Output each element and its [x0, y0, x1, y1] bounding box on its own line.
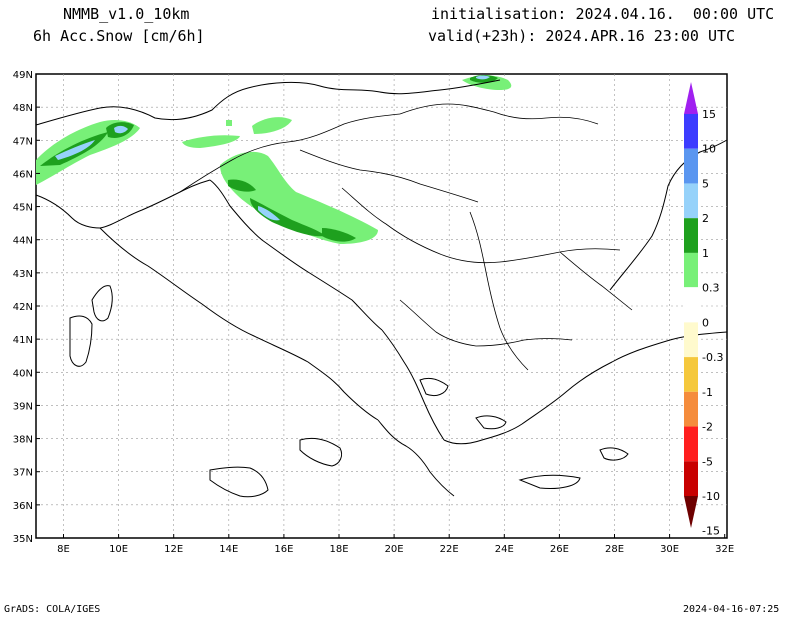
colorbar-label: -1: [702, 386, 713, 399]
colorbar-bottom-triangle: [684, 496, 698, 528]
lat-label: 47N: [13, 136, 33, 147]
longitude-labels: 8E 10E 12E 14E 16E 18E 20E 22E 24E 26E 28E 30E 32E: [57, 534, 734, 555]
colorbar-label: 5: [702, 177, 709, 190]
gridlines: [36, 74, 727, 538]
colorbar-box: [684, 357, 698, 392]
lon-label: 12E: [164, 544, 183, 555]
lon-label: 24E: [495, 544, 514, 555]
lat-label: 43N: [13, 269, 33, 280]
colorbar-label: -2: [702, 421, 713, 434]
lat-label: 37N: [13, 468, 33, 479]
colorbar-box: [684, 183, 698, 219]
lon-label: 28E: [605, 544, 624, 555]
snow-area-alps-west: [36, 120, 140, 185]
colorbar-label: 0: [702, 316, 709, 329]
lat-label: 44N: [13, 236, 33, 247]
lon-label: 22E: [440, 544, 459, 555]
colorbar-box: [684, 148, 698, 184]
colorbar-label: 0.3: [702, 282, 720, 295]
lon-label: 14E: [219, 544, 238, 555]
field-title: 6h Acc.Snow [cm/6h]: [33, 27, 205, 45]
model-title: NMMB_v1.0_10km: [63, 5, 190, 23]
colorbar-label: 2: [702, 212, 709, 225]
country-borders: [179, 103, 633, 371]
colorbar-box: [684, 322, 698, 358]
lat-label: 35N: [13, 534, 33, 545]
lat-label: 46N: [13, 169, 33, 180]
colorbar-box: [684, 391, 698, 427]
snow-area-dinaric-alps: [220, 151, 378, 244]
lat-label: 48N: [13, 103, 33, 114]
coastlines: [35, 79, 728, 498]
colorbar-box: [684, 252, 698, 288]
credit-text: GrADS: COLA/IGES: [4, 604, 101, 615]
colorbar-box: [684, 461, 698, 496]
colorbar-label: -5: [702, 455, 713, 468]
colorbar-label: 15: [702, 108, 716, 121]
colorbar-box: [683, 287, 699, 323]
colorbar-label: 10: [702, 143, 716, 156]
lat-label: 36N: [13, 501, 33, 512]
lon-label: 20E: [385, 544, 404, 555]
lat-label: 42N: [13, 302, 33, 313]
lat-label: 38N: [13, 435, 33, 446]
lat-label: 41N: [13, 335, 33, 346]
lon-label: 8E: [57, 544, 70, 555]
latitude-labels: 49N 48N 47N 46N 45N 44N 43N 42N 41N 40N 39N 38N 37N 3…: [13, 70, 40, 545]
lat-label: 49N: [13, 70, 33, 81]
timestamp-text: 2024-04-16-07:25: [683, 604, 780, 615]
lon-label: 10E: [109, 544, 128, 555]
lon-label: 26E: [550, 544, 569, 555]
valid-time-text: valid(+23h): 2024.APR.16 23:00 UTC: [428, 27, 736, 45]
colorbar-box: [684, 426, 698, 462]
colorbar-label: -10: [702, 490, 720, 503]
lon-label: 32E: [715, 544, 734, 555]
lat-label: 40N: [13, 368, 33, 379]
lon-label: 16E: [274, 544, 293, 555]
lat-label: 45N: [13, 203, 33, 214]
colorbar-label: -0.3: [702, 351, 723, 364]
lon-label: 18E: [329, 544, 348, 555]
colorbar: 15 10 5 2 1 0.3 0 -0.3 -1 -2 -5 -10 -15: [683, 82, 723, 538]
colorbar-top-triangle: [684, 82, 698, 114]
colorbar-label: 1: [702, 247, 709, 260]
snow-area-alps-east: [182, 117, 292, 148]
lon-label: 30E: [660, 544, 679, 555]
colorbar-box: [684, 114, 698, 149]
colorbar-label: -15: [702, 525, 720, 538]
lat-label: 39N: [13, 401, 33, 412]
colorbar-box: [684, 218, 698, 253]
initialisation-text: initialisation: 2024.04.16. 00:00 UTC: [431, 5, 775, 23]
